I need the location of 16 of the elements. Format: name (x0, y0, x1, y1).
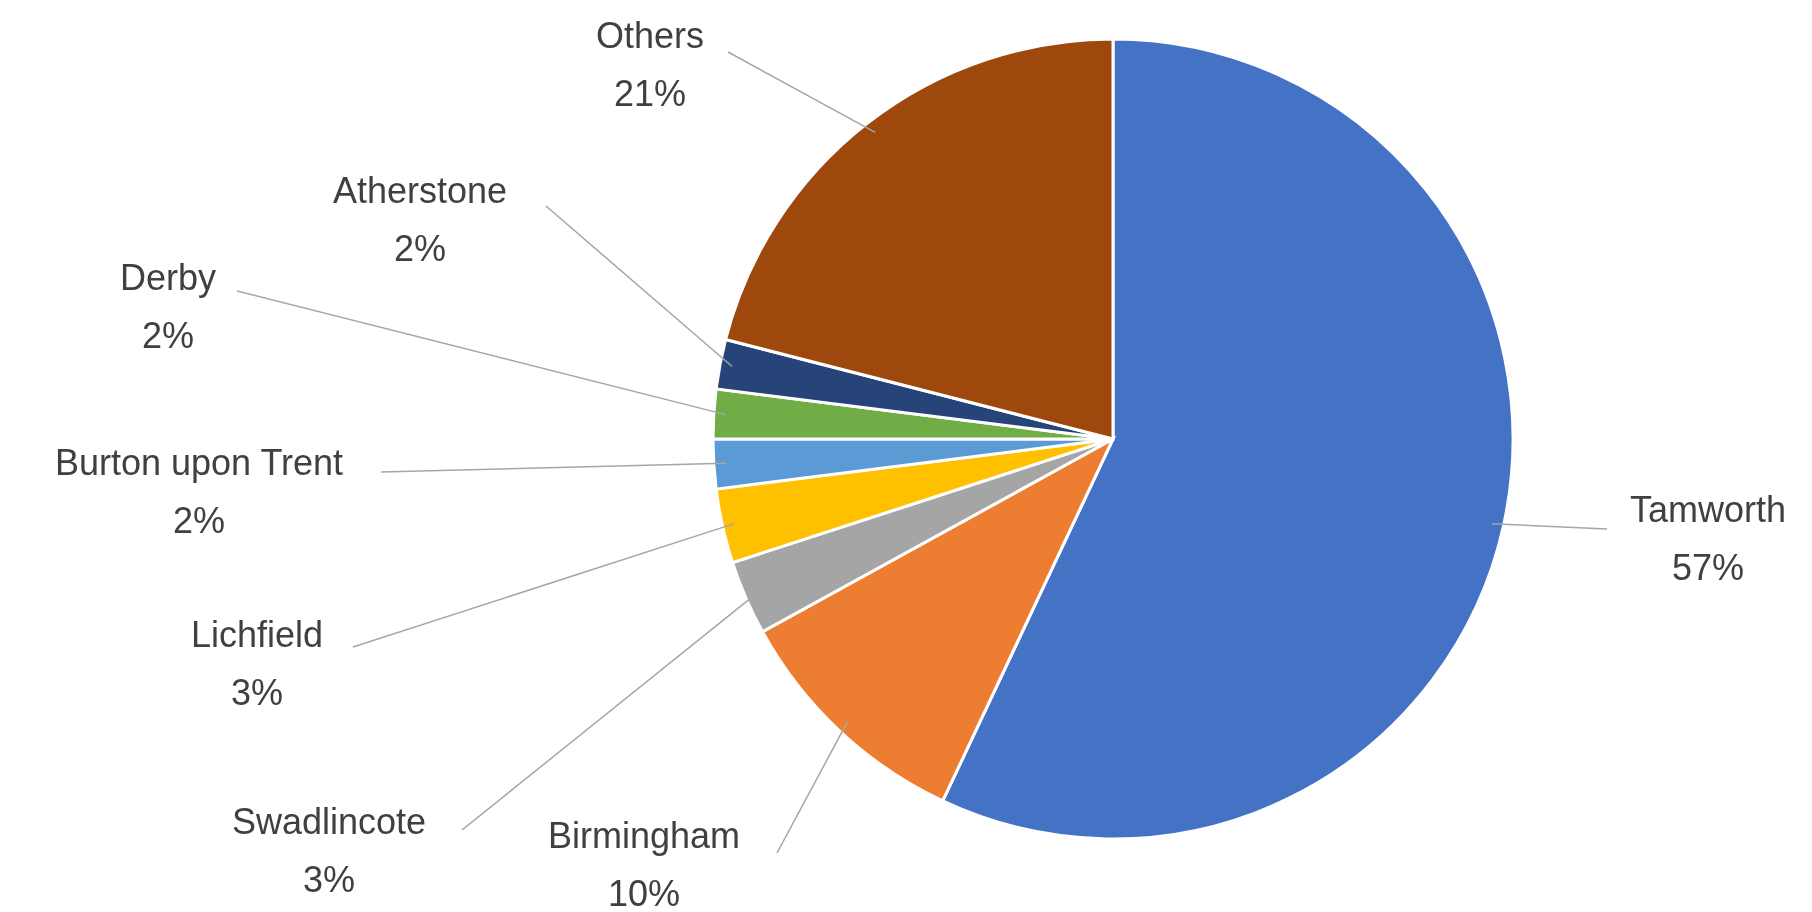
slice-label: Swadlincote (231, 800, 427, 842)
slice-label: Derby (119, 256, 217, 298)
data-label: 2% (393, 227, 447, 269)
data-label: 57% (1671, 546, 1745, 588)
data-label: 2% (141, 314, 195, 356)
slice-label: Atherstone (332, 169, 508, 211)
slice-label: Burton upon Trent (54, 441, 344, 483)
slice-label: Lichfield (190, 613, 324, 655)
data-label: 10% (607, 872, 681, 912)
slice-label: Tamworth (1629, 488, 1787, 530)
data-label: 3% (302, 858, 356, 900)
data-label: 3% (230, 671, 284, 713)
data-label: 21% (613, 72, 687, 114)
data-label: 2% (172, 499, 226, 541)
slice-label: Birmingham (547, 814, 741, 856)
slice-label: Others (595, 14, 705, 56)
